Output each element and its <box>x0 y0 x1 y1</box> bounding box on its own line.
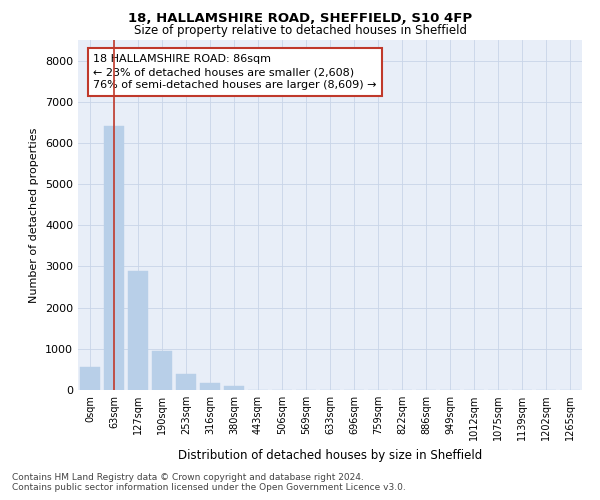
Text: Size of property relative to detached houses in Sheffield: Size of property relative to detached ho… <box>133 24 467 37</box>
X-axis label: Distribution of detached houses by size in Sheffield: Distribution of detached houses by size … <box>178 448 482 462</box>
Bar <box>80 368 100 390</box>
Bar <box>200 383 220 390</box>
Bar <box>104 126 124 390</box>
Text: 18, HALLAMSHIRE ROAD, SHEFFIELD, S10 4FP: 18, HALLAMSHIRE ROAD, SHEFFIELD, S10 4FP <box>128 12 472 26</box>
Bar <box>128 270 148 390</box>
Bar <box>176 374 196 390</box>
Bar <box>224 386 244 390</box>
Text: 18 HALLAMSHIRE ROAD: 86sqm
← 23% of detached houses are smaller (2,608)
76% of s: 18 HALLAMSHIRE ROAD: 86sqm ← 23% of deta… <box>93 54 377 90</box>
Text: Contains HM Land Registry data © Crown copyright and database right 2024.
Contai: Contains HM Land Registry data © Crown c… <box>12 473 406 492</box>
Bar <box>152 351 172 390</box>
Y-axis label: Number of detached properties: Number of detached properties <box>29 128 40 302</box>
